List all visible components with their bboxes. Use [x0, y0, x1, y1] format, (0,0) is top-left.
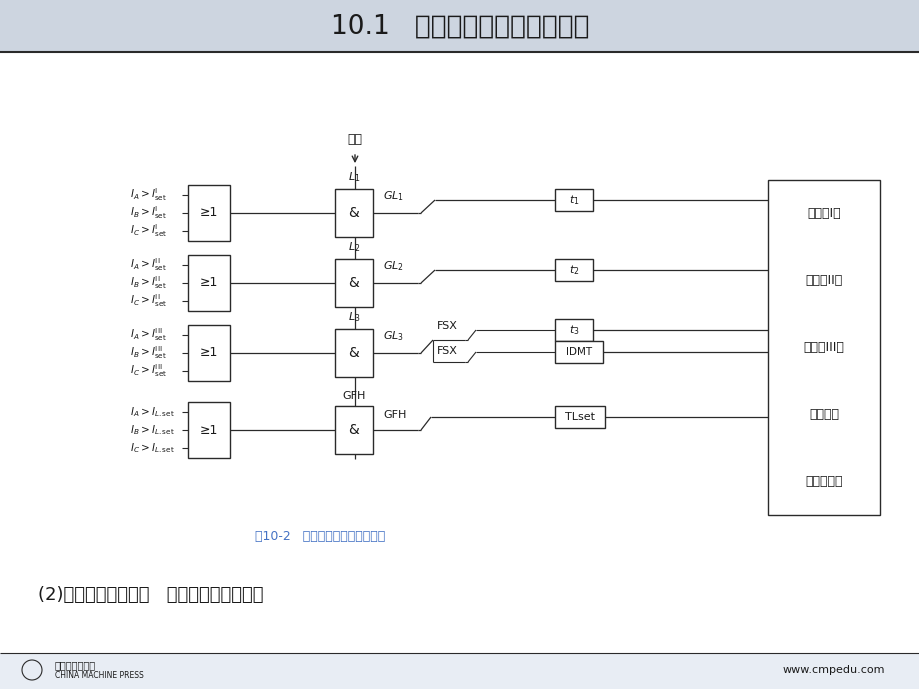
Text: &: &: [348, 206, 359, 220]
Text: $I_B>I_{L.{\rm set}}$: $I_B>I_{L.{\rm set}}$: [130, 423, 175, 437]
Bar: [335, 406, 372, 454]
Text: &: &: [348, 276, 359, 290]
Text: &: &: [348, 346, 359, 360]
Text: $I_B>I^{\rm I}_{\rm set}$: $I_B>I^{\rm I}_{\rm set}$: [130, 205, 167, 221]
Text: TLset: TLset: [564, 412, 595, 422]
Text: $I_C>I^{\rm II}_{\rm set}$: $I_C>I^{\rm II}_{\rm set}$: [130, 293, 167, 309]
Text: 10.1   中低压线路微机保护装置: 10.1 中低压线路微机保护装置: [331, 14, 588, 40]
Text: $I_A>I^{\rm I}_{\rm set}$: $I_A>I^{\rm I}_{\rm set}$: [130, 187, 167, 203]
Text: $I_B>I^{\rm II}_{\rm set}$: $I_B>I^{\rm II}_{\rm set}$: [130, 275, 167, 291]
Text: FSX: FSX: [437, 346, 458, 356]
Bar: [335, 329, 372, 377]
Text: $L_1$: $L_1$: [347, 170, 360, 184]
Text: 反时限段: 反时限段: [808, 408, 838, 421]
Text: GFH: GFH: [342, 391, 365, 401]
Text: 过电流I段: 过电流I段: [806, 207, 840, 220]
Text: GFH: GFH: [382, 410, 406, 420]
Text: $GL_3$: $GL_3$: [382, 329, 403, 343]
Text: ≥1: ≥1: [199, 207, 218, 220]
Text: $I_A>I_{L.{\rm set}}$: $I_A>I_{L.{\rm set}}$: [130, 405, 175, 419]
Bar: [554, 341, 602, 363]
Text: 机械工业出版社: 机械工业出版社: [55, 660, 96, 670]
Text: IDMT: IDMT: [565, 347, 592, 357]
Text: $I_A>I^{\rm III}_{\rm set}$: $I_A>I^{\rm III}_{\rm set}$: [130, 327, 167, 343]
Text: $t_3$: $t_3$: [568, 323, 579, 337]
Bar: [187, 185, 230, 241]
Text: CHINA MACHINE PRESS: CHINA MACHINE PRESS: [55, 672, 143, 681]
Text: &: &: [348, 423, 359, 437]
Text: 图10-2   三段式过电流保护逻辑图: 图10-2 三段式过电流保护逻辑图: [255, 531, 385, 544]
Text: www.cmpedu.com: www.cmpedu.com: [782, 665, 884, 675]
Bar: [335, 259, 372, 307]
Text: $I_A>I^{\rm II}_{\rm set}$: $I_A>I^{\rm II}_{\rm set}$: [130, 256, 167, 274]
Text: $t_1$: $t_1$: [568, 193, 579, 207]
Bar: [187, 255, 230, 311]
Text: $L_2$: $L_2$: [347, 240, 359, 254]
Text: (2)三段式过电流保护   装置设三段式保护，: (2)三段式过电流保护 装置设三段式保护，: [38, 586, 263, 604]
Text: 起动: 起动: [347, 133, 362, 146]
Text: $I_C>I^{\rm III}_{\rm set}$: $I_C>I^{\rm III}_{\rm set}$: [130, 362, 167, 380]
Bar: [0, 653, 919, 689]
Bar: [554, 259, 593, 281]
Bar: [187, 402, 230, 458]
Bar: [0, 0, 919, 52]
Text: FSX: FSX: [437, 321, 458, 331]
Text: $I_B>I^{\rm III}_{\rm set}$: $I_B>I^{\rm III}_{\rm set}$: [130, 344, 167, 362]
Text: $GL_2$: $GL_2$: [382, 259, 403, 273]
Bar: [554, 319, 593, 341]
Bar: [554, 189, 593, 211]
Text: ≥1: ≥1: [199, 276, 218, 289]
Text: 过电流III段: 过电流III段: [802, 341, 844, 354]
Text: $t_2$: $t_2$: [568, 263, 579, 277]
Bar: [554, 406, 605, 428]
Bar: [767, 180, 879, 515]
Text: $I_C>I_{L.{\rm set}}$: $I_C>I_{L.{\rm set}}$: [130, 441, 175, 455]
Bar: [187, 325, 230, 381]
Text: ≥1: ≥1: [199, 424, 218, 437]
Bar: [335, 189, 372, 237]
Text: 过负荷保护: 过负荷保护: [804, 475, 842, 488]
Text: $I_C>I^{\rm I}_{\rm set}$: $I_C>I^{\rm I}_{\rm set}$: [130, 223, 167, 239]
Text: ≥1: ≥1: [199, 347, 218, 360]
Text: 过电流II段: 过电流II段: [804, 274, 842, 287]
Text: $GL_1$: $GL_1$: [382, 189, 403, 203]
Text: $L_3$: $L_3$: [347, 310, 360, 324]
